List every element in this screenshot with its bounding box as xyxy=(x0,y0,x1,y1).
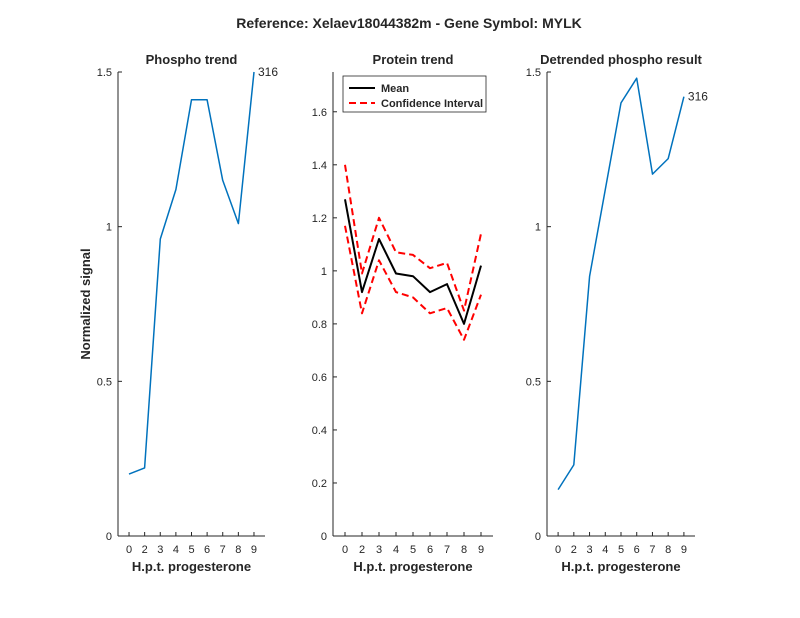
c2-ytick-label: 1.5 xyxy=(526,67,541,79)
c1-xlabel: H.p.t. progesterone xyxy=(353,559,472,574)
c1-xtick-label: 0 xyxy=(342,544,348,556)
panel-protein-trend: 00.20.40.60.811.21.41.60 2 3 4 5 6 7 8 9Protein … xyxy=(312,52,493,574)
c1-ytick-label: 1.2 xyxy=(312,213,327,225)
c2-xtick-label: 7 xyxy=(649,544,655,556)
c2-xtick-label: 2 xyxy=(571,544,577,556)
c0-ytick-label: 0 xyxy=(106,531,112,543)
c0-line-series-0 xyxy=(128,71,255,475)
c1-xtick-label: 4 xyxy=(393,544,399,556)
c0-xtick-label: 2 xyxy=(142,544,148,556)
c1-xtick-label: 9 xyxy=(478,544,484,556)
c1-ytick-label: 1 xyxy=(321,266,327,278)
c0-ytick-label: 1.5 xyxy=(97,67,112,79)
figure-suptitle: Reference: Xelaev18044382m - Gene Symbol… xyxy=(236,15,582,31)
c0-title: Phospho trend xyxy=(146,52,238,67)
c0-xtick-label: 5 xyxy=(188,544,194,556)
c2-ytick-label: 0.5 xyxy=(526,376,541,388)
legend-box xyxy=(342,75,487,113)
c0-annotation-label: 316 xyxy=(258,65,278,79)
c1-ytick-label: 0.6 xyxy=(312,372,327,384)
c0-xlabel: H.p.t. progesterone xyxy=(132,559,251,574)
c1-ytick-label: 0 xyxy=(321,531,327,543)
c2-xtick-label: 8 xyxy=(665,544,671,556)
c0-xtick-label: 4 xyxy=(173,544,179,556)
c1-xtick-label: 8 xyxy=(461,544,467,556)
c1-line-series-2 xyxy=(344,225,482,341)
c1-legend: Mean Confidence Interval xyxy=(342,75,487,113)
legend-label: Confidence Interval xyxy=(381,98,483,110)
c2-xtick-label: 5 xyxy=(618,544,624,556)
c1-ytick-label: 0.4 xyxy=(312,425,327,437)
c0-xtick-label: 3 xyxy=(157,544,163,556)
c1-xtick-label: 6 xyxy=(427,544,433,556)
c0-ytick-label: 1 xyxy=(106,222,112,234)
legend-label: Mean xyxy=(381,83,409,95)
c2-xtick-label: 9 xyxy=(681,544,687,556)
c2-line-series-0 xyxy=(557,77,685,491)
c2-xtick-label: 3 xyxy=(586,544,592,556)
c1-ytick-label: 0.8 xyxy=(312,319,327,331)
c0-ylabel: Normalized signal xyxy=(78,248,93,359)
c2-xlabel: H.p.t. progesterone xyxy=(561,559,680,574)
c0-xtick-label: 9 xyxy=(251,544,257,556)
c1-ytick-label: 0.2 xyxy=(312,478,327,490)
c1-xtick-label: 2 xyxy=(359,544,365,556)
c2-ytick-label: 1 xyxy=(535,222,541,234)
c0-xtick-label: 0 xyxy=(126,544,132,556)
c0-xtick-label: 6 xyxy=(204,544,210,556)
c2-xtick-label: 6 xyxy=(634,544,640,556)
c0-xtick-label: 7 xyxy=(220,544,226,556)
c1-ytick-label: 1.6 xyxy=(312,107,327,119)
c1-xtick-label: 5 xyxy=(410,544,416,556)
c1-line-mean xyxy=(344,199,482,325)
c1-ytick-label: 1.4 xyxy=(312,160,327,172)
c1-title: Protein trend xyxy=(373,52,454,67)
c2-title: Detrended phospho result xyxy=(540,52,702,67)
c2-xtick-label: 0 xyxy=(555,544,561,556)
c0-xtick-label: 8 xyxy=(235,544,241,556)
c2-xtick-label: 4 xyxy=(602,544,608,556)
c2-ytick-label: 0 xyxy=(535,531,541,543)
c0-ytick-label: 0.5 xyxy=(97,376,112,388)
c2-annotation-label: 316 xyxy=(688,90,708,104)
c1-xtick-label: 3 xyxy=(376,544,382,556)
c1-xtick-label: 7 xyxy=(444,544,450,556)
c1-line-confidence-interval xyxy=(344,164,482,312)
